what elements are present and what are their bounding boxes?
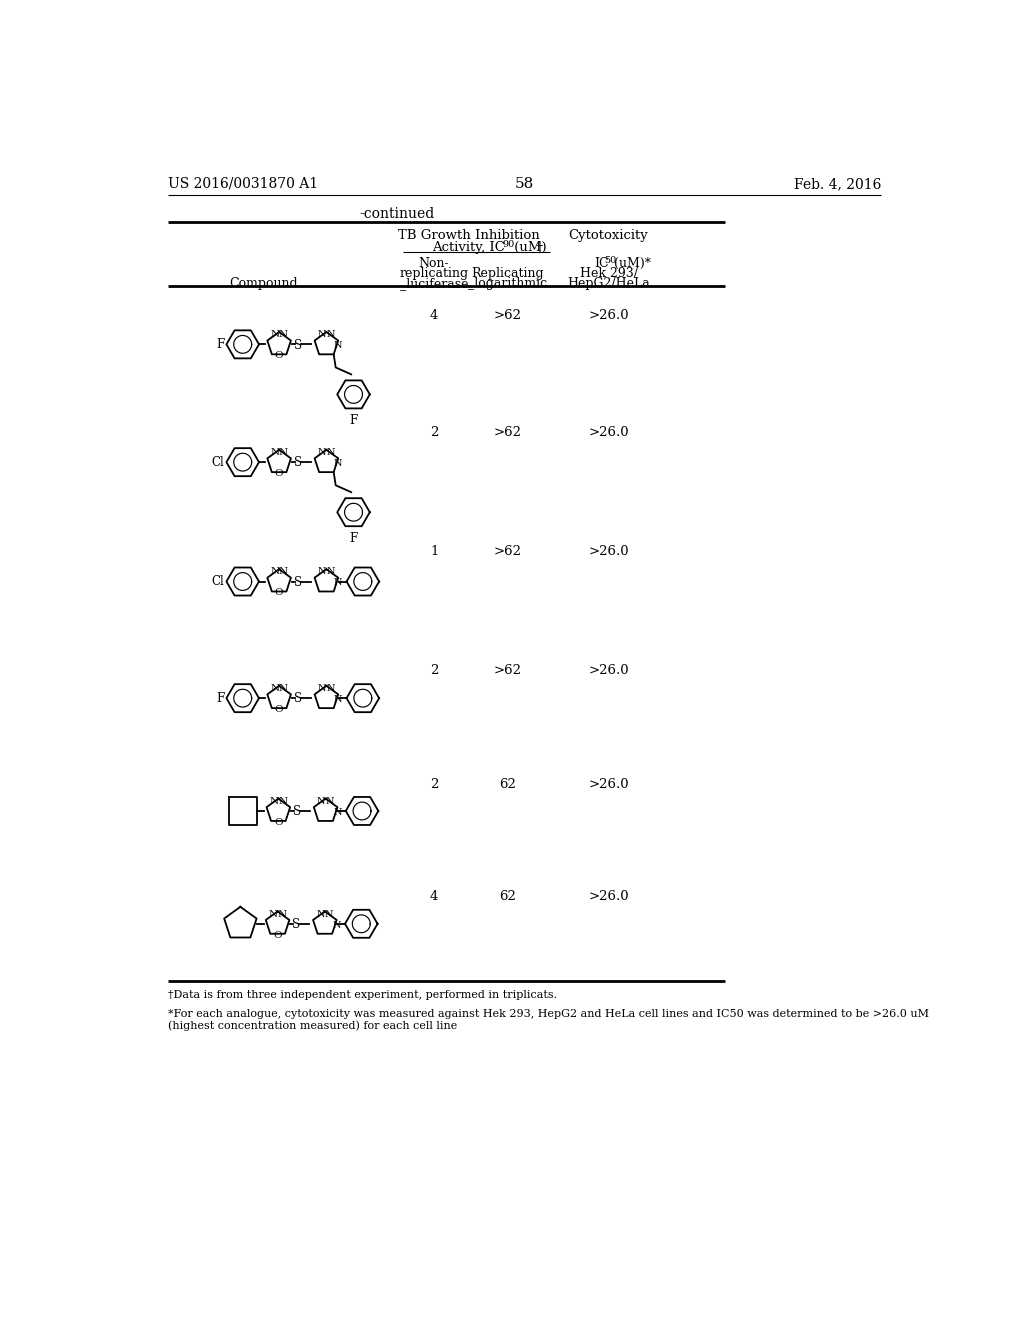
Text: >62: >62 [494,309,522,322]
Text: 4: 4 [430,309,438,322]
Text: N: N [327,568,335,577]
Text: Replicating: Replicating [471,267,544,280]
Text: N: N [327,447,335,457]
Text: N: N [326,797,334,807]
Text: N: N [279,447,288,457]
Text: N: N [279,330,288,339]
Text: 58: 58 [515,177,535,191]
Text: Activity, IC: Activity, IC [432,240,505,253]
Text: F: F [216,692,224,705]
Text: N: N [279,797,288,807]
Text: N: N [270,447,280,457]
Text: replicating: replicating [399,267,469,280]
Text: 2: 2 [430,779,438,791]
Text: >26.0: >26.0 [588,890,629,903]
Text: O: O [274,705,284,714]
Text: -continued: -continued [359,207,434,220]
Text: >62: >62 [494,545,522,558]
Text: N: N [317,330,327,339]
Text: *For each analogue, cytotoxicity was measured against Hek 293, HepG2 and HeLa ce: *For each analogue, cytotoxicity was mea… [168,1010,930,1019]
Text: 2: 2 [430,664,438,677]
Text: Cl: Cl [211,576,224,587]
Text: >26.0: >26.0 [588,545,629,558]
Text: S: S [294,457,302,470]
Text: N: N [270,330,280,339]
Text: N: N [317,568,327,577]
Text: O: O [274,351,284,360]
Text: Cytotoxicity: Cytotoxicity [568,230,648,243]
Text: Non-: Non- [419,257,450,271]
Text: HepG2/HeLa: HepG2/HeLa [567,277,650,290]
Text: N: N [334,459,342,467]
Text: N: N [333,808,342,817]
Text: >26.0: >26.0 [588,309,629,322]
Text: N: N [317,447,327,457]
Text: O: O [274,469,284,478]
Text: N: N [334,341,342,350]
Text: >62: >62 [494,664,522,677]
Text: 4: 4 [430,890,438,903]
Text: >26.0: >26.0 [588,779,629,791]
Text: _luciferase: _luciferase [400,277,468,290]
Text: O: O [274,589,284,598]
Text: US 2016/0031870 A1: US 2016/0031870 A1 [168,177,318,191]
Text: Compound: Compound [229,277,298,290]
Text: O: O [274,818,283,826]
Text: 2: 2 [430,425,438,438]
Text: (highest concentration measured) for each cell line: (highest concentration measured) for eac… [168,1020,458,1031]
Text: N: N [278,909,287,919]
Text: Feb. 4, 2016: Feb. 4, 2016 [794,177,882,191]
Text: S: S [294,339,302,351]
Text: TB Growth Inhibition: TB Growth Inhibition [398,230,540,243]
Text: S: S [292,917,300,931]
Text: >62: >62 [494,425,522,438]
Text: F: F [349,414,357,428]
Text: 50: 50 [604,256,616,265]
Text: N: N [327,330,335,339]
Text: N: N [270,684,280,693]
Text: (uM): (uM) [510,240,547,253]
Text: S: S [294,693,302,705]
Text: O: O [273,931,282,940]
Text: N: N [334,578,342,587]
Text: N: N [316,909,325,919]
Text: 1: 1 [430,545,438,558]
Text: >26.0: >26.0 [588,425,629,438]
Text: _logarithmic: _logarithmic [468,277,547,290]
Text: 62: 62 [500,890,516,903]
Text: F: F [349,532,357,545]
Text: N: N [279,568,288,577]
Text: 62: 62 [500,779,516,791]
Text: Hek 293/: Hek 293/ [580,267,638,280]
Text: IC: IC [595,257,609,271]
Text: N: N [269,797,279,807]
Text: †Data is from three independent experiment, performed in triplicats.: †Data is from three independent experime… [168,990,557,1001]
Text: N: N [327,684,335,693]
Text: >26.0: >26.0 [588,664,629,677]
Text: 90: 90 [503,240,515,249]
Text: N: N [279,684,288,693]
Text: F: F [216,338,224,351]
Text: Cl: Cl [211,455,224,469]
Text: S: S [293,805,301,818]
Text: N: N [268,909,278,919]
Text: N: N [334,694,342,704]
Text: S: S [294,576,302,589]
Text: †: † [537,243,543,255]
Text: N: N [333,920,341,929]
Text: N: N [317,797,326,807]
Text: (uM)*: (uM)* [610,257,651,271]
Text: N: N [325,909,334,919]
Text: N: N [317,684,327,693]
Text: N: N [270,568,280,577]
